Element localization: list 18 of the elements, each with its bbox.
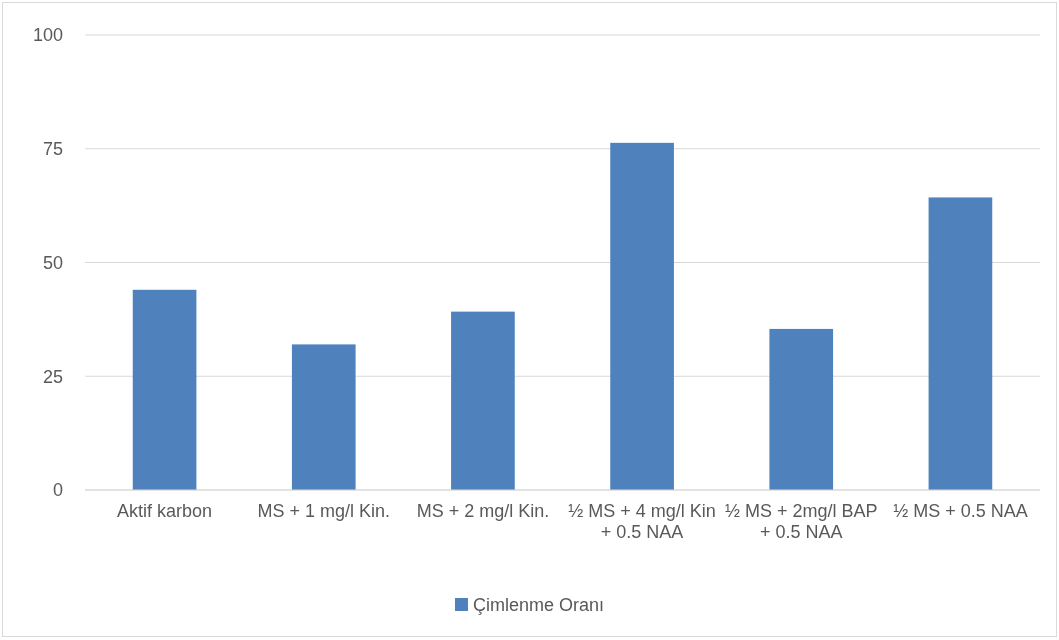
x-tick-label: ½ MS + 4 mg/l Kin + 0.5 NAA: [568, 500, 716, 543]
x-tick-label: MS + 1 mg/l Kin.: [257, 500, 391, 521]
bar: [928, 197, 993, 490]
x-tick-label: ½ MS + 2mg/l BAP + 0.5 NAA: [724, 500, 878, 543]
x-tick-label: ½ MS + 0.5 NAA: [893, 500, 1028, 521]
bar: [451, 311, 515, 490]
y-tick-label: 75: [42, 139, 63, 160]
bar: [132, 289, 197, 490]
y-tick-label: 0: [52, 480, 63, 501]
y-tick-label: 50: [42, 252, 63, 273]
x-tick-label: Aktif karbon: [117, 500, 213, 521]
legend-label: Çimlenme Oranı: [472, 595, 605, 616]
y-tick-label: 100: [32, 25, 63, 46]
bar: [610, 142, 674, 490]
bar: [291, 344, 356, 490]
y-tick-label: 25: [42, 366, 63, 387]
bar: [769, 328, 834, 490]
x-tick-label: MS + 2 mg/l Kin.: [416, 500, 550, 521]
